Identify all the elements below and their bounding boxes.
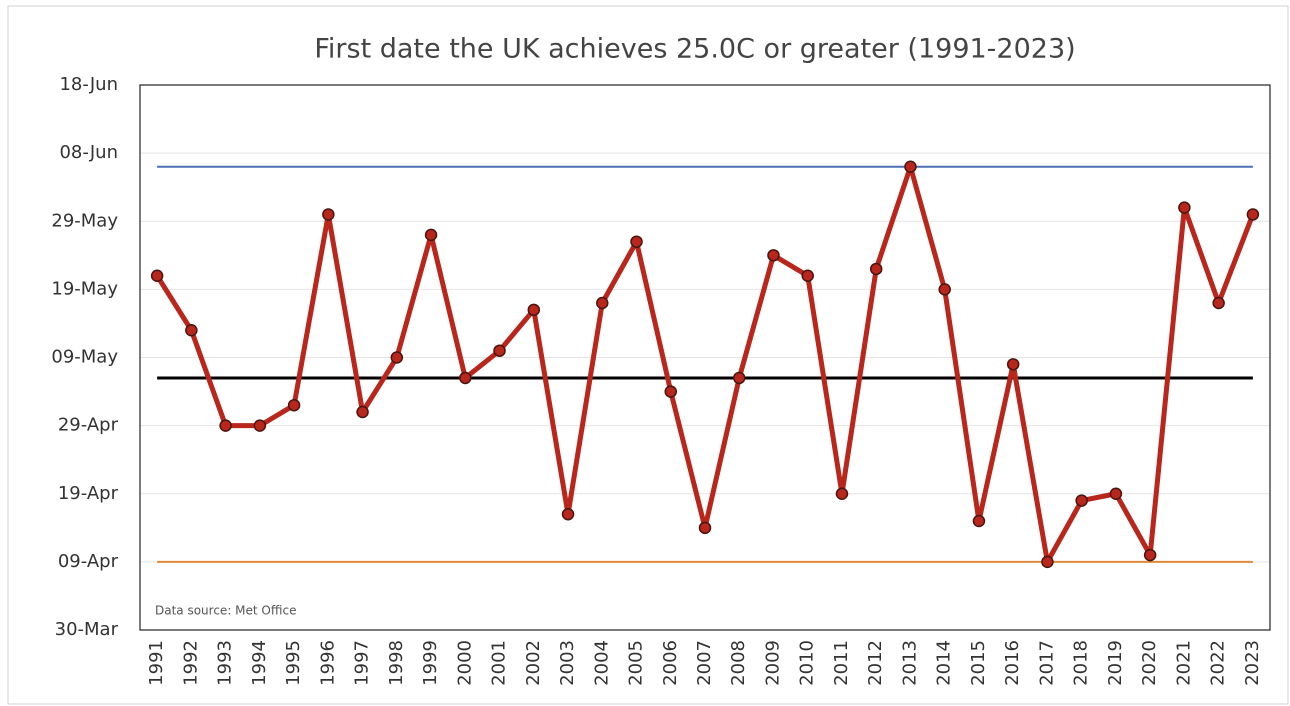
y-tick-label: 30-Mar xyxy=(55,619,119,640)
x-tick-label: 1991 xyxy=(146,640,167,686)
plot-area xyxy=(139,84,1271,631)
x-tick-label: 2003 xyxy=(557,640,578,686)
x-tick-label: 2011 xyxy=(831,640,852,686)
x-tick-label: 2002 xyxy=(523,640,544,686)
x-tick-label: 1994 xyxy=(249,640,270,686)
x-tick-label: 1995 xyxy=(283,640,304,686)
x-tick-label: 2006 xyxy=(660,640,681,686)
y-tick-label: 19-May xyxy=(51,278,118,299)
x-tick-label: 2020 xyxy=(1139,640,1160,686)
y-tick-label: 18-Jun xyxy=(59,74,118,95)
data-point xyxy=(801,269,814,282)
data-point xyxy=(869,262,883,276)
x-tick-label: 1997 xyxy=(352,640,373,686)
data-point xyxy=(185,324,198,337)
data-point xyxy=(596,296,609,310)
x-tick-label: 2007 xyxy=(694,640,715,686)
data-point xyxy=(835,487,849,500)
data-point xyxy=(732,371,746,385)
data-point xyxy=(424,228,438,242)
x-tick-label: 2023 xyxy=(1242,640,1263,686)
data-point xyxy=(219,419,232,432)
x-tick-label: 1998 xyxy=(386,640,407,686)
x-tick-label: 2005 xyxy=(626,640,647,686)
x-tick-label: 1999 xyxy=(420,640,441,686)
data-point xyxy=(938,283,951,296)
data-point xyxy=(322,208,335,221)
data-point xyxy=(493,344,506,357)
x-tick-label: 1996 xyxy=(317,640,338,686)
x-tick-label: 2001 xyxy=(489,640,510,686)
x-tick-label: 2018 xyxy=(1071,640,1092,686)
frame xyxy=(7,5,1289,705)
annotation: Data source: Met Office xyxy=(155,604,296,618)
x-tick-label: 2004 xyxy=(591,640,612,686)
data-point xyxy=(630,235,643,248)
y-tick-label: 19-Apr xyxy=(58,483,119,504)
data-point xyxy=(459,371,472,385)
y-tick-label: 09-May xyxy=(51,347,118,368)
data-point xyxy=(150,269,164,282)
x-tick-label: 2010 xyxy=(797,640,818,686)
data-point xyxy=(904,160,917,173)
x-tick-label: 2021 xyxy=(1173,640,1194,686)
x-tick-label: 2014 xyxy=(934,640,955,686)
x-tick-label: 2015 xyxy=(968,640,989,686)
data-point xyxy=(287,398,301,412)
data-point xyxy=(1041,555,1054,569)
data-point xyxy=(1178,201,1191,214)
x-tick-label: 2013 xyxy=(899,640,920,686)
chart-title: First date the UK achieves 25.0C or grea… xyxy=(314,34,1075,65)
data-point xyxy=(356,405,369,419)
data-point xyxy=(527,303,541,317)
x-tick-label: 2019 xyxy=(1105,640,1126,686)
data-point xyxy=(390,351,404,364)
data-point xyxy=(1006,358,1020,371)
data-point xyxy=(1212,296,1225,310)
y-tick-label: 29-Apr xyxy=(58,415,119,436)
data-point xyxy=(1109,487,1123,500)
data-point xyxy=(1075,494,1088,507)
data-point xyxy=(1143,548,1157,562)
x-tick-label: 2022 xyxy=(1208,640,1229,686)
y-tick-label: 29-May xyxy=(51,210,118,231)
data-point xyxy=(561,507,575,521)
x-tick-label: 2016 xyxy=(1002,640,1023,686)
x-tick-label: 2017 xyxy=(1036,640,1057,686)
data-point xyxy=(253,419,267,432)
x-tick-label: 2000 xyxy=(454,640,475,686)
data-point xyxy=(698,521,712,535)
x-tick-label: 2009 xyxy=(762,640,783,686)
y-tick-label: 08-Jun xyxy=(59,142,118,163)
data-point xyxy=(664,385,678,398)
data-point xyxy=(767,249,780,262)
x-tick-label: 1992 xyxy=(180,640,201,686)
x-tick-label: 1993 xyxy=(215,640,236,686)
x-tick-label: 2012 xyxy=(865,640,886,686)
data-point xyxy=(1246,208,1260,221)
data-point xyxy=(972,514,986,528)
x-tick-label: 2008 xyxy=(728,640,749,686)
y-tick-label: 09-Apr xyxy=(58,551,119,572)
